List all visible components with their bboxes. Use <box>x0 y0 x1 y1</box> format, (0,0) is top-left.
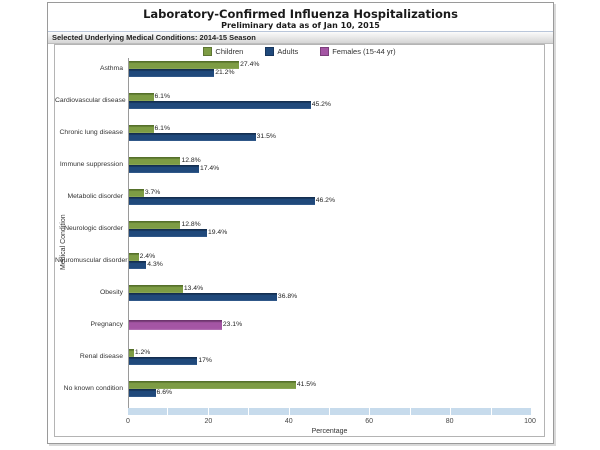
category-label: Metabolic disorder <box>67 193 123 200</box>
chart-panel: Children Adults Females (15-44 yr) Medical… <box>54 44 545 437</box>
bar-value-label: 3.7% <box>144 189 161 196</box>
bar-children <box>129 61 239 69</box>
bar-children <box>129 125 154 133</box>
bar-value-label: 19.4% <box>207 229 228 236</box>
bar-adults <box>129 69 214 77</box>
bar-value-label: 17% <box>198 357 212 364</box>
bar-adults <box>129 133 256 141</box>
bar-value-label: 6.6% <box>156 389 173 396</box>
bar-adults <box>129 165 199 173</box>
x-tick-label: 40 <box>284 418 293 425</box>
category-label: Immune suppression <box>59 161 123 168</box>
bar-adults <box>129 293 277 301</box>
bar-children <box>129 189 144 197</box>
section-header: Selected Underlying Medical Conditions: … <box>48 31 553 44</box>
x-tick-label: 80 <box>445 418 454 425</box>
x-axis-scroll-band[interactable] <box>128 408 532 415</box>
bar-value-label: 17.4% <box>199 165 220 172</box>
bar-value-label: 36.8% <box>277 293 298 300</box>
bar-children <box>129 253 139 261</box>
bar-value-label: 45.2% <box>311 101 331 108</box>
bar-children <box>129 157 180 165</box>
x-band-segment[interactable] <box>168 408 208 415</box>
x-band-segment[interactable] <box>249 408 289 415</box>
x-band-segment[interactable] <box>491 408 532 415</box>
category-label: Renal disease <box>79 353 123 360</box>
report-page: Laboratory-Confirmed Influenza Hospitali… <box>47 2 554 444</box>
x-band-segment[interactable] <box>289 408 330 415</box>
x-axis-title: Percentage <box>311 428 348 435</box>
bar-children <box>129 285 183 293</box>
x-band-segment[interactable] <box>410 408 451 415</box>
bar-children <box>129 381 296 389</box>
legend-label: Children <box>215 47 244 56</box>
bar-adults <box>129 101 311 109</box>
legend-swatch-icon <box>320 47 330 56</box>
x-tick-label: 20 <box>204 418 213 425</box>
bar-value-label: 6.1% <box>154 125 171 132</box>
category-label: Pregnancy <box>90 321 124 328</box>
x-band-segment[interactable] <box>208 408 249 415</box>
bar-value-label: 4.3% <box>147 261 163 268</box>
bar-adults <box>129 229 207 237</box>
category-label: Chronic lung disease <box>59 129 123 136</box>
x-band-segment[interactable] <box>330 408 370 415</box>
bar-value-label: 46.2% <box>315 197 335 204</box>
x-band-segment[interactable] <box>128 408 168 415</box>
x-band-segment[interactable] <box>370 408 410 415</box>
category-label: Neurologic disorder <box>64 225 123 232</box>
bar-children <box>129 93 154 101</box>
bar-value-label: 41.5% <box>296 381 317 388</box>
legend-swatch-icon <box>265 47 275 56</box>
legend-item[interactable]: Adults <box>265 47 298 56</box>
category-label: Cardiovascular disease <box>55 97 126 104</box>
category-label: No known condition <box>63 385 123 392</box>
bar-value-label: 1.2% <box>134 349 151 356</box>
bar-value-label: 12.8% <box>181 221 201 228</box>
legend-label: Females (15-44 yr) <box>332 47 396 56</box>
y-axis-line <box>128 58 129 409</box>
x-tick-label: 100 <box>524 418 536 425</box>
bar-children <box>129 221 180 229</box>
bar-value-label: 27.4% <box>240 61 260 68</box>
bar-adults <box>129 261 146 269</box>
category-label: Obesity <box>99 289 123 296</box>
bar-children <box>129 349 134 357</box>
page-title: Laboratory-Confirmed Influenza Hospitali… <box>143 7 458 21</box>
category-label: Asthma <box>99 65 123 72</box>
x-tick-label: 60 <box>365 418 374 425</box>
legend-item[interactable]: Children <box>203 47 243 56</box>
bar-adults <box>129 357 197 365</box>
bar-value-label: 2.4% <box>139 253 156 260</box>
legend-swatch-icon <box>203 47 213 56</box>
legend-item[interactable]: Females (15-44 yr) <box>320 47 396 56</box>
legend-label: Adults <box>277 47 299 56</box>
bar-value-label: 13.4% <box>183 285 204 292</box>
x-tick-label: 0 <box>126 418 130 425</box>
x-band-segment[interactable] <box>451 408 491 415</box>
bar-value-label: 12.8% <box>181 157 201 164</box>
bar-females <box>129 320 222 330</box>
bar-value-label: 23.1% <box>222 321 243 328</box>
bar-value-label: 6.1% <box>154 93 171 100</box>
bar-value-label: 21.2% <box>215 69 235 76</box>
bar-value-label: 31.5% <box>256 133 276 140</box>
category-label: Neuromuscular disorder <box>55 257 128 264</box>
page-subtitle: Preliminary data as of Jan 10, 2015 <box>221 21 380 30</box>
bar-adults <box>129 389 156 397</box>
bar-adults <box>129 197 315 205</box>
legend: Children Adults Females (15-44 yr) <box>55 47 544 56</box>
